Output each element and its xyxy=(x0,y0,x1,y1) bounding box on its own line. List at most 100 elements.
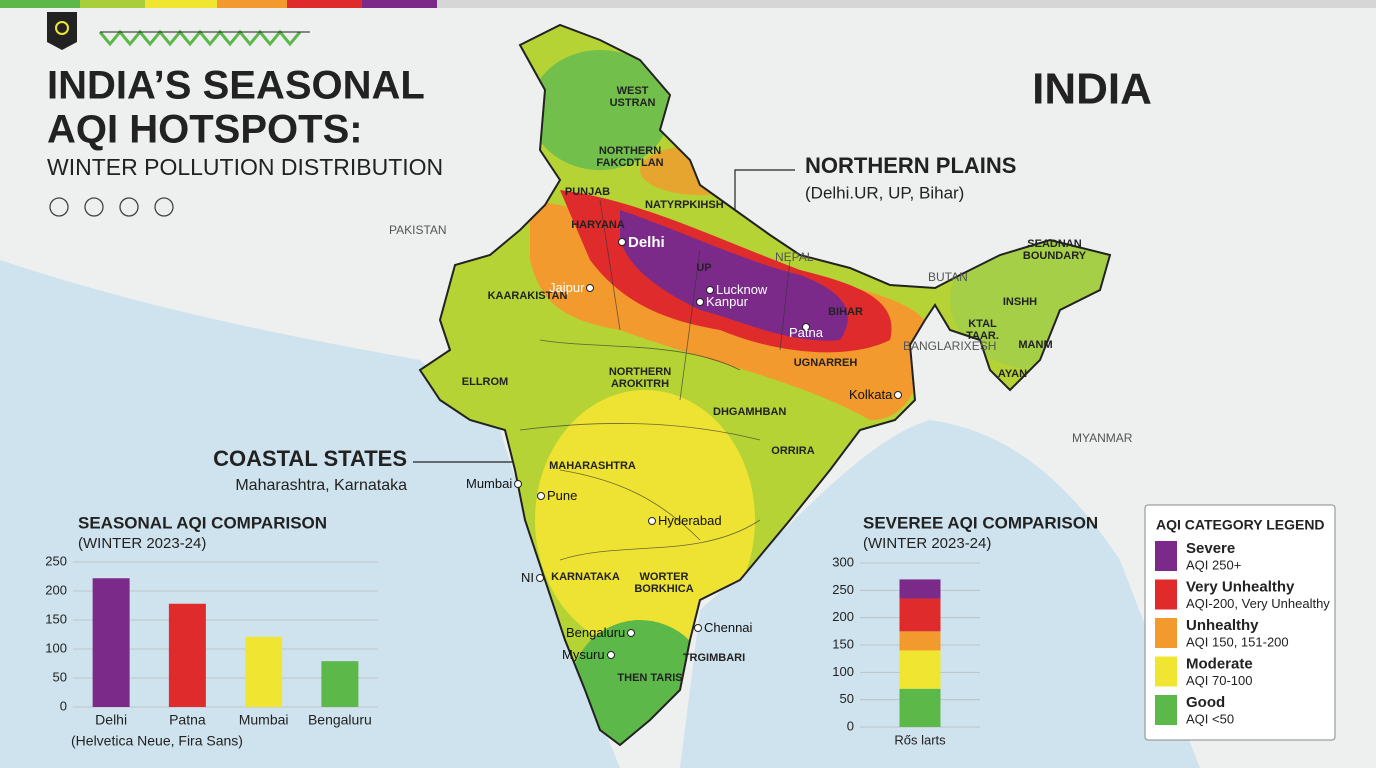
y-tick-label: 0 xyxy=(847,718,854,733)
chart-subtitle: (WINTER 2023-24) xyxy=(78,535,206,552)
legend-swatch xyxy=(1155,579,1177,610)
region-label: KAARAKISTAN xyxy=(487,290,568,302)
country-label: MYANMAR xyxy=(1072,431,1133,445)
region-label: AYAN xyxy=(997,368,1028,380)
region-label: UP xyxy=(696,262,712,274)
region-label: ELLROM xyxy=(461,376,509,388)
region-label: NORTHERN AROKITRH xyxy=(608,366,672,390)
region-label: ORRIRA xyxy=(771,445,815,457)
city-dot xyxy=(706,286,714,294)
title-line: AQI HOTSPOTS: xyxy=(47,108,363,152)
city-dot xyxy=(537,492,545,500)
region-label: MAHARASHTRA xyxy=(549,460,636,472)
region-label: THEN TARIS xyxy=(617,672,683,684)
region-label: KARNATAKA xyxy=(551,571,620,583)
city-dot xyxy=(607,651,615,659)
callout-title: COASTAL STATES xyxy=(213,446,407,471)
y-tick-label: 100 xyxy=(832,664,854,679)
city-label: Delhi xyxy=(628,234,665,251)
country-label: BUTAN xyxy=(928,270,968,284)
legend-name: Unhealthy xyxy=(1186,617,1259,634)
city-dot xyxy=(536,574,544,582)
bar-segment xyxy=(899,650,941,689)
y-tick-label: 300 xyxy=(832,554,854,569)
y-tick-label: 150 xyxy=(832,636,854,651)
region-label: SEADNAN BOUNDARY xyxy=(1022,238,1087,262)
city-label: Mysuru xyxy=(562,647,605,662)
country-label: PAKISTAN xyxy=(389,223,447,237)
legend-name: Severe xyxy=(1186,540,1235,557)
region-label: WEST USTRAN xyxy=(609,85,656,109)
region-label: KTAL TAAR. xyxy=(966,318,999,342)
y-tick-label: 100 xyxy=(45,640,67,655)
x-tick-label: Rős larts xyxy=(894,732,946,747)
x-tick-label: Patna xyxy=(169,712,206,728)
region-label: PUNJAB xyxy=(564,186,611,198)
chart-title: SEVEREE AQI COMPARISON xyxy=(863,513,1098,532)
region-label: NATYRPKIHSH xyxy=(645,199,724,211)
legend-name: Moderate xyxy=(1186,655,1253,672)
map-title: INDIA xyxy=(1032,65,1152,114)
city-label: Kolkata xyxy=(849,387,893,402)
callout-subtitle: Maharashtra, Karnataka xyxy=(235,477,407,494)
callout-subtitle: (Delhi.UR, UP, Bihar) xyxy=(805,183,964,202)
city-dot xyxy=(627,629,635,637)
legend-range: AQI 70-100 xyxy=(1186,673,1253,688)
city-dot xyxy=(618,238,626,246)
legend-range: AQI 150, 151-200 xyxy=(1186,634,1289,649)
city-label: Chennai xyxy=(704,620,753,635)
x-tick-label: Bengaluru xyxy=(308,712,372,728)
bar-segment xyxy=(899,688,941,727)
bar xyxy=(92,578,130,707)
region-label: UGNARREH xyxy=(793,357,858,369)
city-dot xyxy=(696,298,704,306)
legend-range: AQI 250+ xyxy=(1186,557,1241,572)
y-tick-label: 0 xyxy=(60,698,67,713)
y-tick-label: 200 xyxy=(832,609,854,624)
y-tick-label: 200 xyxy=(45,582,67,597)
legend-name: Good xyxy=(1186,694,1225,711)
legend-swatch xyxy=(1155,541,1177,571)
city-dot xyxy=(586,284,594,292)
city-label: Mumbai xyxy=(466,476,513,491)
city-label: Lucknow xyxy=(716,282,768,297)
city-label: Hyderabad xyxy=(658,513,722,528)
bar xyxy=(168,603,206,707)
bar-segment xyxy=(899,631,941,651)
country-label: NEPAL xyxy=(775,250,814,264)
legend-title: AQI CATEGORY LEGEND xyxy=(1156,517,1325,533)
bar xyxy=(245,636,283,707)
region-label: INSHH xyxy=(1002,296,1038,308)
city-label: Kanpur xyxy=(706,294,748,309)
y-tick-label: 50 xyxy=(840,691,854,706)
subtitle: WINTER POLLUTION DISTRIBUTION xyxy=(47,154,443,180)
city-dot xyxy=(802,323,810,331)
y-tick-label: 250 xyxy=(832,582,854,597)
bar-segment xyxy=(899,579,941,599)
x-tick-label: Mumbai xyxy=(239,712,289,728)
city-dot xyxy=(514,480,522,488)
y-tick-label: 250 xyxy=(45,553,67,568)
city-label: NI xyxy=(521,570,534,585)
city-label: Jaipur xyxy=(549,280,585,295)
city-dot xyxy=(894,391,902,399)
legend-name: Very Unhealthy xyxy=(1186,578,1295,595)
chart-title: SEASONAL AQI COMPARISON xyxy=(78,513,327,532)
legend-swatch xyxy=(1155,656,1177,687)
country-label: BANGLARIXESH xyxy=(903,339,997,353)
legend-range: AQI-200, Very Unhealthy xyxy=(1186,596,1330,611)
legend-swatch xyxy=(1155,618,1177,648)
x-tick-label: Delhi xyxy=(95,712,127,728)
city-dot xyxy=(648,517,656,525)
city-dot xyxy=(694,624,702,632)
region-label: HARYANA xyxy=(571,219,625,231)
region-label: MANM xyxy=(1018,339,1053,351)
x-axis-label: (Helvetica Neue, Fira Sans) xyxy=(71,733,243,749)
city-label: Patna xyxy=(789,325,823,340)
city-label: Bengaluru xyxy=(566,625,626,640)
city-label: Pune xyxy=(547,488,578,503)
region-label: DHGAMHBAN xyxy=(713,406,787,418)
chart-subtitle: (WINTER 2023-24) xyxy=(863,535,991,552)
y-tick-label: 150 xyxy=(45,611,67,626)
